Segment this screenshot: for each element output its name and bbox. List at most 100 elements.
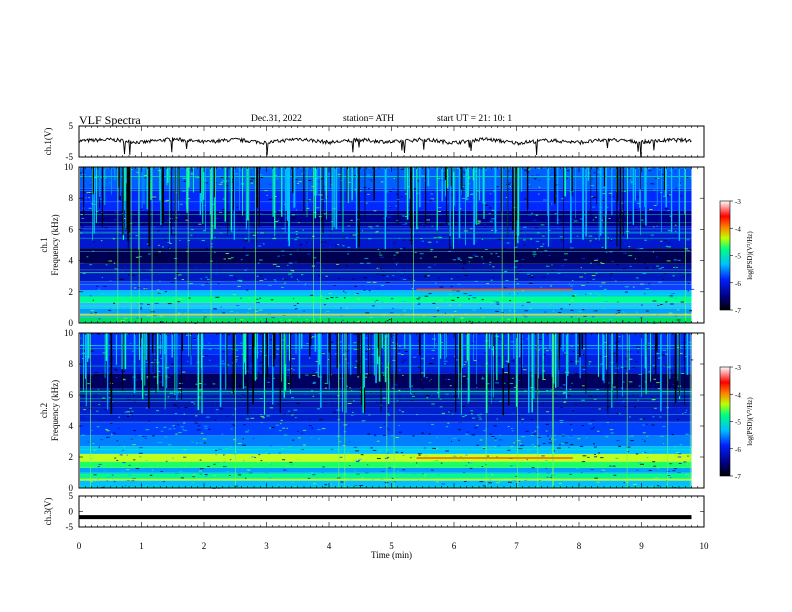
spec2-speckle — [203, 442, 206, 444]
spec2-speckle — [494, 446, 496, 448]
spec2-speckle — [395, 437, 399, 438]
spec1-speckle — [357, 298, 361, 300]
spec1-speckle — [157, 230, 160, 232]
spec1-speckle — [687, 274, 690, 276]
spec1-speckle — [542, 203, 547, 205]
spec2-speckle — [412, 354, 416, 356]
spec1-speckle — [234, 173, 239, 175]
spec2-speckle — [311, 437, 313, 439]
spec2-speckle — [168, 349, 172, 351]
spec1-speckle — [437, 207, 442, 209]
spec2-band — [80, 467, 692, 475]
spec1-speckle — [266, 194, 269, 196]
spec2-speckle — [330, 341, 334, 343]
spec2-speckle — [404, 351, 408, 352]
spec1-speckle — [311, 186, 315, 188]
spec1-speckle — [639, 248, 644, 250]
spec2-speckle — [429, 379, 432, 381]
spec2-speckle — [449, 410, 452, 412]
spec2-speckle — [195, 415, 198, 417]
spec2-speckle — [252, 437, 255, 439]
spec2-speckle — [235, 359, 238, 361]
spec2-speckle — [666, 471, 671, 472]
spec1-speckle — [543, 233, 545, 235]
spec2-speckle — [90, 457, 94, 459]
spec1-speckle — [489, 220, 493, 222]
spec2-speckle — [270, 445, 272, 447]
spec1-speckle — [315, 177, 320, 179]
spec1-speckle — [635, 248, 640, 250]
spec1-speckle — [589, 252, 591, 254]
spec2-ytick-label: 2 — [69, 452, 74, 462]
spec2-speckle — [336, 409, 341, 411]
spec1-speckle — [514, 246, 518, 248]
spec1-speckle — [411, 225, 415, 227]
spec1-speckle — [633, 248, 637, 250]
spec1-speckle — [421, 240, 424, 242]
spec1-speckle — [191, 301, 194, 303]
spec2-speckle — [370, 447, 373, 449]
spec2-speckle — [428, 423, 431, 425]
spec2-speckle — [466, 431, 469, 433]
spec2-speckle — [92, 443, 95, 445]
cb1-tick-label: -4 — [735, 225, 741, 233]
spec2-speckle — [620, 366, 624, 368]
spec2-speckle — [434, 447, 438, 448]
spec1-speckle — [215, 296, 220, 298]
spec2-speckle — [110, 481, 114, 483]
cb1-label: log(PSD)(V²/Hz) — [746, 231, 754, 280]
spec2-speckle — [469, 467, 473, 469]
spec2-speckle — [280, 419, 283, 421]
spec2-speckle — [421, 358, 425, 360]
spec2-speckle — [245, 431, 249, 433]
spec2-speckle — [648, 342, 650, 344]
spec1-speckle — [497, 238, 502, 240]
spec1-speckle — [371, 227, 373, 229]
spec2-speckle — [638, 374, 643, 375]
spec1-speckle — [401, 260, 404, 262]
spec2-speckle — [519, 443, 522, 445]
spec2-speckle — [399, 409, 401, 411]
spec2-speckle — [563, 353, 567, 355]
spec2-speckle — [215, 449, 218, 451]
spec1-speckle — [603, 215, 606, 217]
spec2-speckle — [673, 364, 675, 366]
spec1-speckle — [367, 174, 371, 176]
spec2-speckle — [456, 359, 458, 361]
spec2-speckle — [447, 422, 450, 424]
spec1-speckle — [366, 281, 371, 283]
spec1-speckle — [222, 209, 225, 211]
spec1-speckle — [198, 223, 202, 225]
spec2-speckle — [671, 463, 674, 465]
spec2-speckle — [148, 420, 151, 422]
spec2-speckle — [118, 416, 120, 418]
spec1-speckle — [509, 300, 512, 302]
spec1-speckle — [527, 275, 532, 276]
spec1-speckle — [287, 319, 289, 321]
spec1-speckle — [645, 288, 650, 290]
spec2-speckle — [315, 361, 320, 362]
figure-title: VLF Spectra — [79, 113, 141, 127]
spec1-speckle — [532, 251, 536, 253]
spec2-speckle — [682, 413, 684, 415]
spec2-speckle — [365, 337, 368, 339]
spec1-speckle — [679, 316, 681, 318]
spec1-speckle — [457, 276, 459, 278]
spec1-speckle — [301, 173, 303, 175]
spec2-speckle — [83, 349, 85, 351]
spec2-speckle — [642, 424, 645, 426]
spec1-speckle — [642, 225, 646, 227]
spec2-speckle — [652, 384, 655, 386]
spec2-speckle — [426, 397, 429, 399]
spec2-speckle — [690, 359, 694, 361]
spec1-speckle — [169, 248, 171, 249]
spec1-speckle — [276, 257, 280, 259]
x-tick-label: 7 — [514, 541, 519, 551]
spec1-speckle — [123, 317, 128, 319]
spec1-speckle — [246, 311, 250, 313]
spec1-speckle — [644, 239, 647, 241]
spec1-speckle — [583, 225, 588, 227]
spec2-speckle — [83, 409, 86, 411]
spec2-speckle — [292, 399, 295, 401]
spec2-speckle — [289, 413, 293, 415]
